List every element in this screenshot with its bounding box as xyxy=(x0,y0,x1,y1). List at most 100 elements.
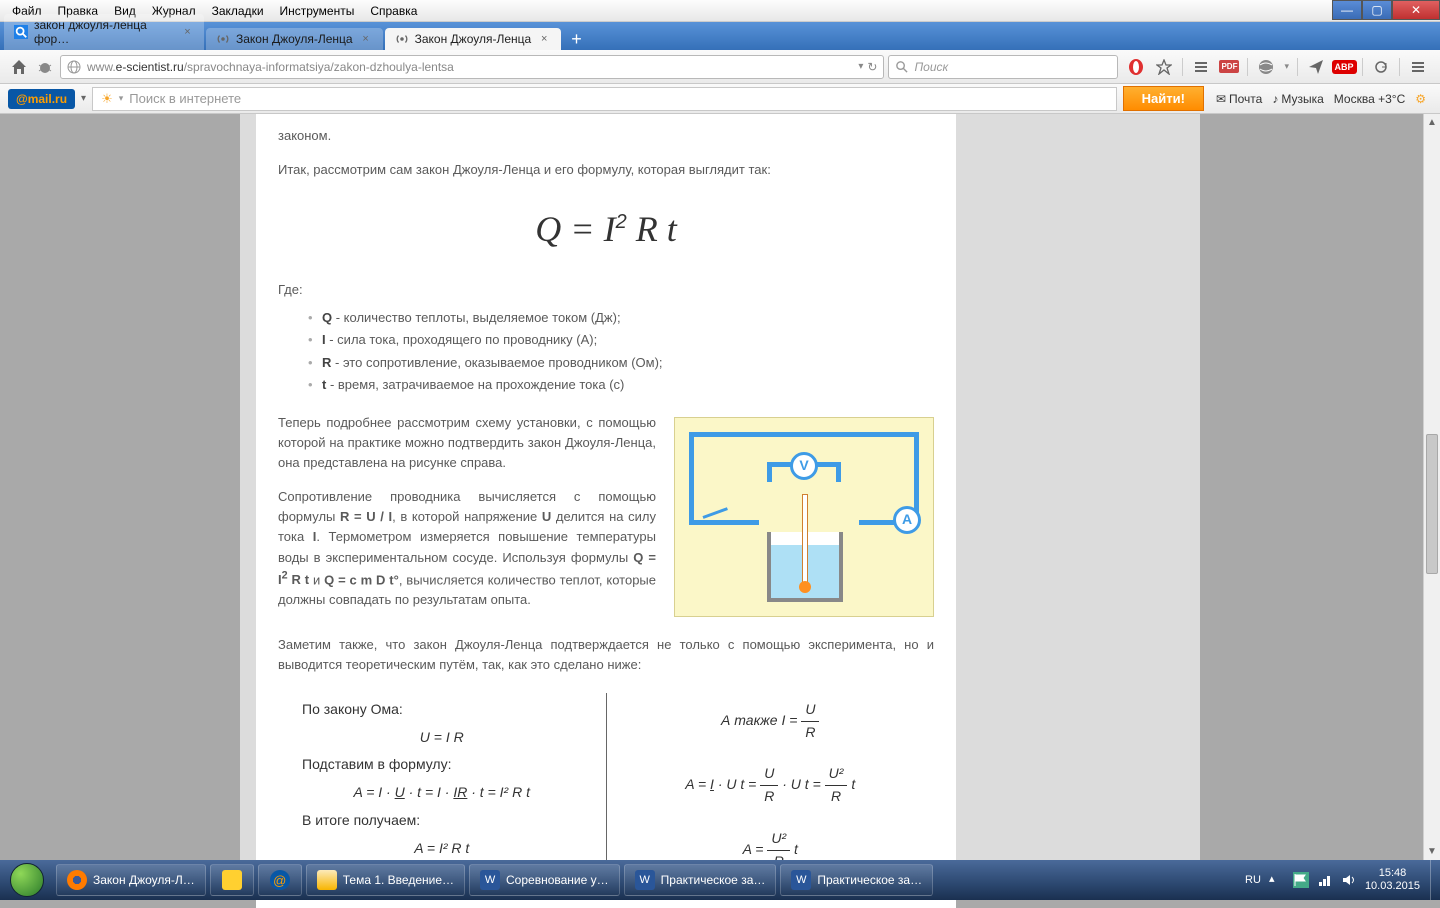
word-icon: W xyxy=(635,870,655,890)
clock-time: 15:48 xyxy=(1365,867,1420,880)
maximize-button[interactable]: ▢ xyxy=(1362,0,1392,20)
dropdown-icon[interactable]: ▾ xyxy=(858,61,863,72)
vertical-scrollbar[interactable]: ▲ ▼ xyxy=(1423,114,1440,860)
clock[interactable]: 15:48 10.03.2015 xyxy=(1365,867,1420,893)
menu-help[interactable]: Справка xyxy=(362,2,425,20)
abp-icon[interactable]: ABP xyxy=(1334,57,1354,77)
separator xyxy=(1399,58,1400,76)
windows-orb-icon xyxy=(10,863,44,897)
close-button[interactable]: ✕ xyxy=(1392,0,1440,20)
lang-indicator[interactable]: RU xyxy=(1245,874,1261,886)
calc-text: Сопротивление проводника вычисляется с п… xyxy=(278,487,656,610)
url-path: /spravochnaya-informatsiya/zakon-dzhouly… xyxy=(184,60,454,74)
def-item: R - это сопротивление, оказываемое прово… xyxy=(308,353,934,373)
equation: A = I · U · t = I · IR · t = I² R t xyxy=(302,782,582,804)
window-controls: — ▢ ✕ xyxy=(1332,0,1440,20)
new-tab-button[interactable]: + xyxy=(563,29,590,50)
mailru-search[interactable]: ☀ ▾ Поиск в интернете xyxy=(92,87,1117,111)
star-icon[interactable] xyxy=(1154,57,1174,77)
url-right: ▾ ↻ xyxy=(858,60,877,74)
start-button[interactable] xyxy=(0,860,54,900)
app-icon: @ xyxy=(270,870,290,890)
page-area: законом. Итак, рассмотрим сам закон Джоу… xyxy=(240,114,1200,860)
vessel-icon xyxy=(767,532,843,602)
url-bar[interactable]: www.e-scientist.ru/spravochnaya-informat… xyxy=(60,55,884,79)
search-bar[interactable]: Поиск xyxy=(888,55,1118,79)
scroll-up-icon[interactable]: ▲ xyxy=(1424,114,1440,131)
def-item: I - сила тока, проходящего по проводнику… xyxy=(308,330,934,350)
sun-icon: ☀ xyxy=(101,91,113,107)
task-pinned-1[interactable] xyxy=(210,864,254,896)
tab-bar: закон джоуля-ленца фор… × Закон Джоуля-Л… xyxy=(0,22,1440,50)
menu-tools[interactable]: Инструменты xyxy=(272,2,363,20)
pdf-icon[interactable]: PDF xyxy=(1219,57,1239,77)
send-icon[interactable] xyxy=(1306,57,1326,77)
circuit-diagram: V A xyxy=(674,417,934,617)
separator xyxy=(1362,58,1363,76)
globe2-icon[interactable] xyxy=(1256,57,1276,77)
search-placeholder: Поиск xyxy=(914,60,948,74)
separator xyxy=(1247,58,1248,76)
thermometer-icon xyxy=(802,494,808,590)
tray-up-icon[interactable]: ▴ xyxy=(1269,872,1285,888)
show-desktop-button[interactable] xyxy=(1430,860,1440,900)
scroll-down-icon[interactable]: ▼ xyxy=(1424,843,1440,860)
music-link[interactable]: ♪ Музыка xyxy=(1272,92,1323,106)
definition-list: Q - количество теплоты, выделяемое током… xyxy=(308,308,934,395)
deriv-right: А также I = UR A = I · U t = UR · U t = … xyxy=(607,693,935,878)
equation: U = I R xyxy=(302,727,582,749)
ammeter-icon: A xyxy=(893,506,921,534)
reload-icon[interactable]: ↻ xyxy=(867,60,877,74)
word-icon: W xyxy=(480,870,500,890)
deriv-left: По закону Ома: U = I R Подставим в форму… xyxy=(278,693,607,878)
figure-text: Теперь подробнее рассмотрим схему устано… xyxy=(278,413,656,611)
hamburger-icon[interactable] xyxy=(1408,57,1428,77)
speaker-icon[interactable] xyxy=(1341,872,1357,888)
network-icon[interactable] xyxy=(1317,872,1333,888)
taskbar: Закон Джоуля-Л… @ Тема 1. Введение… W Со… xyxy=(0,860,1440,900)
mailru-find-button[interactable]: Найти! xyxy=(1123,86,1204,111)
mailru-logo[interactable]: @mail.ru xyxy=(8,89,75,109)
voltmeter-icon: V xyxy=(790,452,818,480)
equation: A = I · U t = UR · U t = U²R t xyxy=(631,763,911,807)
minimize-button[interactable]: — xyxy=(1332,0,1362,20)
task-pinned-2[interactable]: @ xyxy=(258,864,302,896)
task-word-2[interactable]: W Практическое за… xyxy=(624,864,777,896)
tab-0[interactable]: закон джоуля-ленца фор… × xyxy=(4,14,204,50)
setup-text: Теперь подробнее рассмотрим схему устано… xyxy=(278,413,656,473)
task-word-3[interactable]: W Практическое за… xyxy=(780,864,933,896)
dropdown-icon[interactable]: ▾ xyxy=(1284,61,1289,72)
opera-icon[interactable] xyxy=(1126,57,1146,77)
where-label: Где: xyxy=(278,280,934,300)
list-icon[interactable] xyxy=(1191,57,1211,77)
search-icon xyxy=(895,60,908,73)
tab-close-icon[interactable]: × xyxy=(359,32,373,46)
mail-link[interactable]: ✉ Почта xyxy=(1216,92,1262,106)
derivation-block: По закону Ома: U = I R Подставим в форму… xyxy=(278,693,934,878)
task-firefox[interactable]: Закон Джоуля-Л… xyxy=(56,864,206,896)
task-label: Соревнование у… xyxy=(506,873,609,887)
tab-2[interactable]: Закон Джоуля-Ленца × xyxy=(385,28,562,50)
scroll-thumb[interactable] xyxy=(1426,434,1438,574)
task-explorer[interactable]: Тема 1. Введение… xyxy=(306,864,465,896)
menu-bookmarks[interactable]: Закладки xyxy=(204,2,272,20)
search-site-icon xyxy=(14,25,28,39)
flag-icon[interactable] xyxy=(1293,872,1309,888)
gear-icon[interactable]: ⚙ xyxy=(1415,92,1426,106)
tab-1[interactable]: Закон Джоуля-Ленца × xyxy=(206,28,383,50)
tab-close-icon[interactable]: × xyxy=(537,32,551,46)
firefox-icon xyxy=(67,870,87,890)
bug-icon[interactable] xyxy=(34,56,56,78)
task-word-1[interactable]: W Соревнование у… xyxy=(469,864,620,896)
sync-icon[interactable] xyxy=(1371,57,1391,77)
deriv-line: По закону Ома: xyxy=(302,699,582,721)
trailing-text: законом. xyxy=(278,126,934,146)
tab-label: закон джоуля-ленца фор… xyxy=(34,18,175,46)
dropdown-icon[interactable]: ▾ xyxy=(119,93,124,104)
system-tray: RU ▴ 15:48 10.03.2015 xyxy=(1235,867,1430,893)
tab-close-icon[interactable]: × xyxy=(181,25,194,39)
def-item: t - время, затрачиваемое на прохождение … xyxy=(308,375,934,395)
weather-link[interactable]: Москва +3°C xyxy=(1334,92,1405,106)
dropdown-icon[interactable]: ▾ xyxy=(81,93,86,104)
home-icon[interactable] xyxy=(8,56,30,78)
